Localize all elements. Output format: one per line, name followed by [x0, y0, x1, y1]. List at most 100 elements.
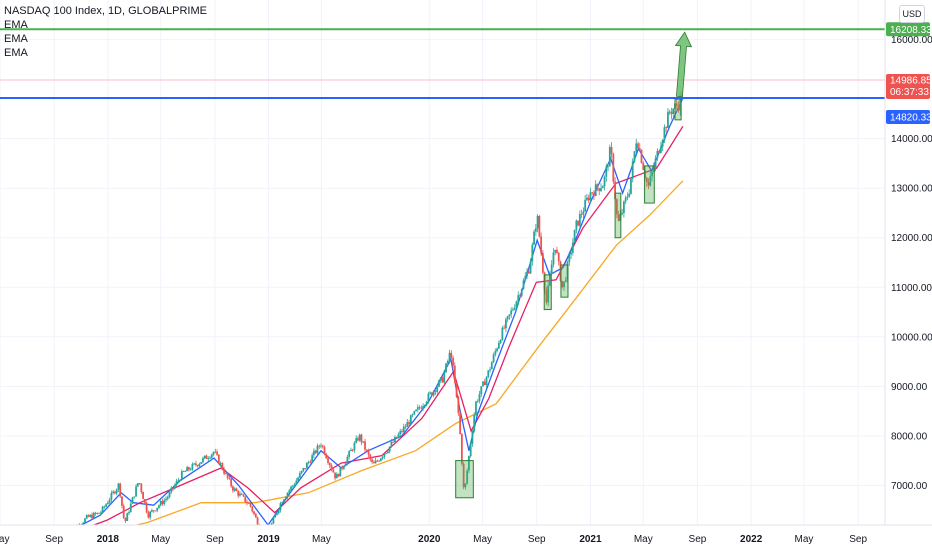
- candle-body: [395, 436, 398, 438]
- candle-body: [87, 515, 90, 517]
- candle-body: [628, 193, 631, 197]
- candle-body: [533, 231, 535, 245]
- candle-body: [279, 503, 282, 511]
- symbol-title[interactable]: NASDAQ 100 Index, 1D, GLOBALPRIME: [4, 5, 207, 17]
- candle-body: [128, 512, 130, 514]
- candle-body: [540, 236, 543, 254]
- highlight-box-6[interactable]: [674, 98, 682, 121]
- x-tick-label: May: [473, 534, 492, 545]
- candle-body: [151, 510, 153, 512]
- candle-body: [471, 431, 474, 444]
- ema-indicator-3[interactable]: EMA: [4, 47, 28, 59]
- candle-body: [140, 483, 143, 492]
- candle-body: [635, 143, 638, 152]
- candle-body: [654, 158, 657, 168]
- candle-body: [256, 517, 259, 526]
- candle-body: [126, 513, 129, 521]
- candle-body: [281, 502, 284, 504]
- x-tick-label: 2019: [257, 534, 280, 545]
- candle-body: [531, 244, 534, 262]
- candle-body: [577, 220, 580, 226]
- highlight-boxes[interactable]: [455, 98, 682, 499]
- highlight-box-3[interactable]: [560, 264, 569, 298]
- y-tick-label: 8000.00: [891, 431, 928, 442]
- candle-body: [91, 514, 93, 519]
- candle-body: [582, 211, 585, 215]
- candle-body: [460, 434, 463, 464]
- candle-body: [224, 473, 227, 474]
- horizontal-levels[interactable]: [0, 28, 885, 100]
- candle-body: [450, 352, 453, 358]
- candle-body: [434, 390, 437, 392]
- candle-body: [600, 188, 602, 192]
- candle-body: [658, 150, 661, 153]
- candle-body: [182, 471, 185, 473]
- candle-body: [480, 386, 483, 395]
- candle-body: [536, 216, 539, 229]
- highlight-box-5[interactable]: [644, 165, 655, 204]
- candle-body: [98, 512, 100, 514]
- candle-body: [133, 496, 136, 498]
- highlight-box-4[interactable]: [614, 192, 622, 239]
- resistance-price-tag-bg: [886, 22, 930, 37]
- candle-body: [617, 214, 620, 221]
- candle-body: [143, 499, 146, 503]
- candle-body: [420, 407, 423, 409]
- candle-body: [596, 184, 599, 189]
- candle-body: [663, 127, 666, 141]
- candle-body: [165, 498, 167, 501]
- candle-body: [353, 442, 356, 451]
- ema-indicator-1[interactable]: EMA: [4, 19, 28, 31]
- candle-body: [415, 409, 417, 412]
- candle-body: [216, 451, 218, 455]
- candle-body: [124, 517, 127, 521]
- ema-indicator-2[interactable]: EMA: [4, 33, 28, 45]
- x-tick-label: Sep: [528, 534, 546, 545]
- x-tick-label: May: [795, 534, 814, 545]
- candle-body: [117, 483, 120, 490]
- candle-body: [462, 463, 465, 488]
- candle-body: [538, 216, 541, 237]
- candle-body: [228, 477, 231, 479]
- candle-body: [638, 148, 641, 150]
- highlight-box-2[interactable]: [543, 274, 552, 311]
- candle-body: [631, 161, 634, 179]
- currency-button[interactable]: USD: [899, 5, 925, 23]
- x-tick-label: 2022: [740, 534, 763, 545]
- candle-body: [649, 176, 652, 186]
- candle-body: [499, 340, 502, 343]
- candle-body: [166, 496, 169, 499]
- candle-body: [249, 503, 252, 507]
- time-axis[interactable]: May Sep 2018 May Sep 2019 May 2020 May Sep 2021 May…: [0, 524, 932, 550]
- candle-body: [494, 351, 497, 355]
- candle-body: [580, 214, 583, 215]
- highlight-box-1[interactable]: [455, 460, 474, 499]
- candle-body: [314, 450, 317, 454]
- target-arrow-shape[interactable]: [674, 31, 693, 98]
- candle-body: [432, 390, 435, 396]
- candle-body: [492, 354, 495, 363]
- x-tick-label: May: [0, 534, 9, 545]
- candle-body: [121, 496, 123, 506]
- candle-body: [556, 249, 558, 253]
- candle-body: [497, 342, 500, 349]
- candle-body: [170, 487, 173, 492]
- candle-body: [496, 348, 498, 352]
- candle-body: [364, 441, 366, 450]
- candle-body: [344, 463, 347, 467]
- candle-body: [473, 414, 476, 432]
- target-arrow[interactable]: [674, 31, 693, 98]
- candle-body: [251, 506, 254, 512]
- candle-body: [177, 480, 180, 482]
- candle-body: [550, 264, 553, 275]
- candle-body: [515, 301, 518, 308]
- candle-body: [679, 94, 682, 111]
- ema-slow-line: [94, 180, 684, 536]
- y-tick-label: 11000.00: [891, 283, 932, 294]
- candle-body: [513, 307, 516, 310]
- candle-body: [283, 499, 285, 503]
- candle-body: [489, 369, 491, 371]
- candle-body: [240, 493, 243, 495]
